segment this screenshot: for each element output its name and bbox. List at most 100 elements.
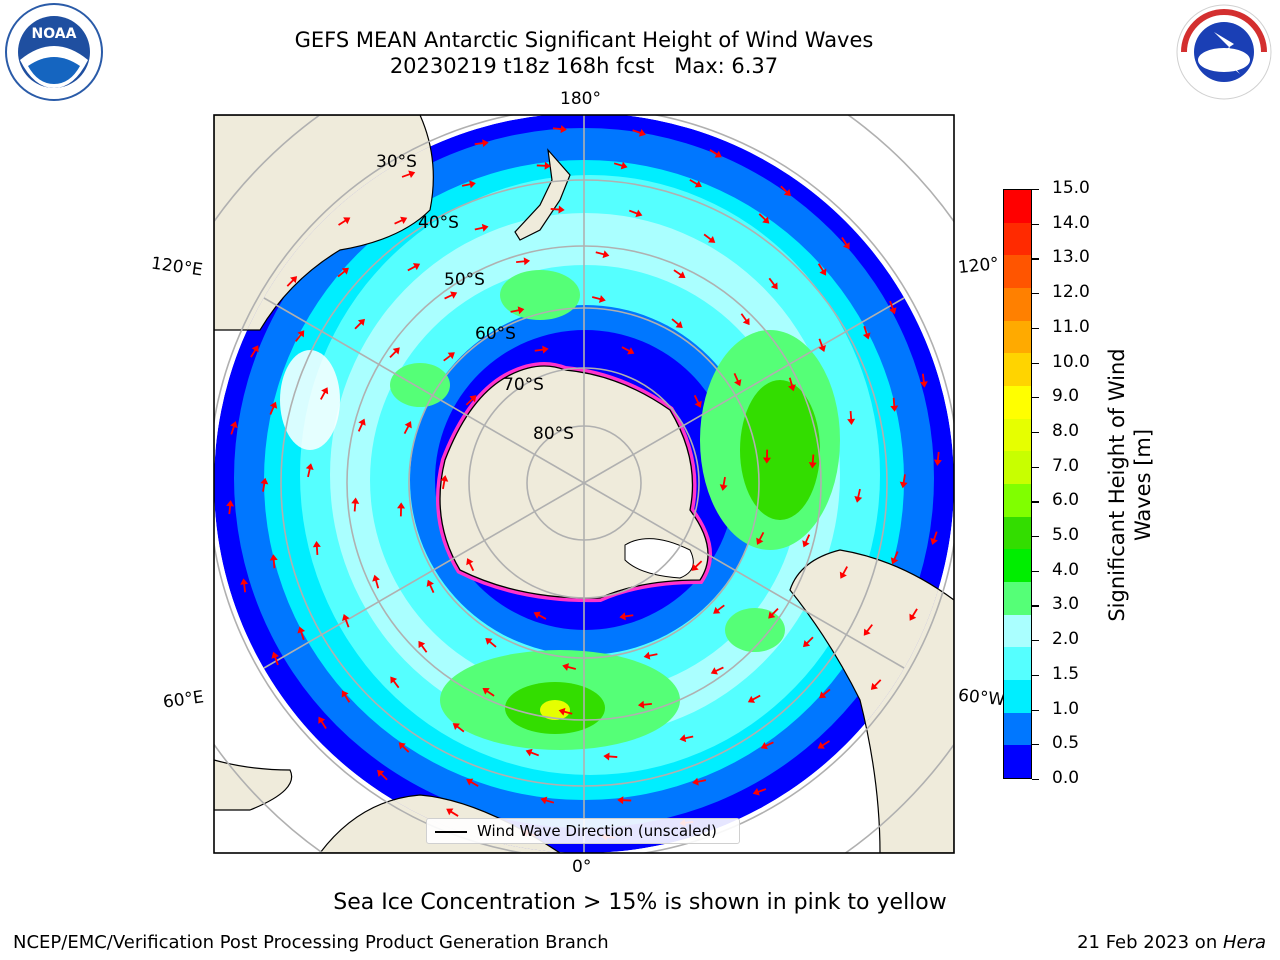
colorbar-segment bbox=[1004, 222, 1031, 256]
wave-arrow bbox=[919, 373, 928, 388]
footer-left: NCEP/EMC/Verification Post Processing Pr… bbox=[13, 932, 609, 953]
colorbar-tick-mark bbox=[1032, 431, 1039, 434]
colorbar-tick-label: 10.0 bbox=[1052, 351, 1090, 372]
colorbar-tick-mark bbox=[1032, 501, 1039, 503]
wave-arrow bbox=[338, 217, 351, 226]
wave-arrow bbox=[673, 269, 686, 279]
wave-arrow bbox=[357, 418, 366, 432]
wave-arrow bbox=[558, 707, 573, 716]
wave-arrow bbox=[305, 463, 314, 478]
colorbar-label-line1: Significant Height of Wind bbox=[1105, 348, 1129, 622]
wave-arrow bbox=[733, 373, 742, 387]
colorbar-tick-label: 4.0 bbox=[1052, 559, 1080, 580]
wave-arrow bbox=[550, 205, 565, 214]
wave-arrow bbox=[341, 690, 351, 703]
wave-arrow bbox=[760, 741, 774, 750]
colorbar-tick-mark bbox=[1032, 536, 1039, 538]
wave-arrow bbox=[679, 734, 694, 743]
wave-arrow bbox=[691, 560, 703, 571]
colorbar-tick-mark bbox=[1032, 189, 1039, 191]
colorbar-ticks: 15.0 14.0 13.0 12.0 11.0 10.0 9.0 8.0 7.0 6.0 5.0 4… bbox=[1032, 0, 1112, 960]
wave-arrow bbox=[703, 233, 716, 243]
colorbar-segment bbox=[1004, 484, 1031, 517]
wave-arrow bbox=[847, 410, 856, 425]
wave-arrow bbox=[562, 663, 577, 671]
colorbar-tick-label: 15.0 bbox=[1052, 178, 1090, 198]
wave-arrow bbox=[354, 318, 365, 330]
wave-arrow bbox=[933, 451, 942, 466]
wave-arrow bbox=[230, 421, 238, 435]
chart-subtitle: 20230219 t18z 168h fcst Max: 6.37 bbox=[389, 54, 779, 78]
colorbar-tick-label: 1.0 bbox=[1052, 698, 1080, 719]
wave-arrow bbox=[226, 500, 235, 515]
wave-arrow bbox=[719, 476, 728, 491]
chart-title: GEFS MEAN Antarctic Significant Height o… bbox=[294, 28, 874, 52]
colorbar-segment bbox=[1004, 190, 1031, 223]
wave-arrow bbox=[461, 180, 476, 189]
wave-arrow bbox=[398, 742, 410, 753]
colorbar-segment bbox=[1004, 680, 1031, 713]
colorbar-tick-label: 6.0 bbox=[1052, 490, 1080, 511]
wave-arrow bbox=[613, 161, 628, 170]
wave-arrow bbox=[407, 263, 421, 272]
colorbar-tick-label: 8.0 bbox=[1052, 420, 1080, 441]
colorbar-segment bbox=[1004, 451, 1031, 485]
colorbar-tick-mark bbox=[1032, 570, 1039, 572]
wave-arrow bbox=[552, 125, 567, 134]
colorbar-tick-mark bbox=[1032, 466, 1039, 468]
wave-arrow bbox=[403, 421, 412, 435]
colorbar-segment bbox=[1004, 288, 1031, 321]
wave-arrow bbox=[271, 651, 279, 666]
colorbar-tick-label: 9.0 bbox=[1052, 386, 1080, 407]
wave-arrow bbox=[595, 250, 610, 259]
wave-arrow bbox=[269, 554, 278, 569]
wave-arrow bbox=[465, 395, 477, 406]
colorbar-tick-label: 7.0 bbox=[1052, 455, 1080, 476]
colorbar-segment bbox=[1004, 712, 1031, 746]
wave-arrow bbox=[485, 637, 497, 648]
colorbar-segment bbox=[1004, 255, 1031, 289]
wave-arrow bbox=[446, 808, 459, 817]
wave-arrow bbox=[841, 237, 850, 250]
wave-arrow bbox=[870, 679, 882, 690]
colorbar-tick-mark bbox=[1032, 293, 1039, 295]
colorbar-tick-label: 1.5 bbox=[1052, 663, 1080, 684]
wave-arrow bbox=[591, 295, 606, 303]
colorbar-tick-mark bbox=[1032, 605, 1039, 607]
colorbar-segment bbox=[1004, 418, 1031, 452]
wave-arrow bbox=[482, 687, 495, 697]
wave-arrow bbox=[863, 624, 873, 636]
wave-arrow bbox=[817, 740, 830, 749]
wave-arrow bbox=[756, 531, 765, 545]
wave-arrow bbox=[709, 149, 722, 158]
madagascar-land bbox=[214, 759, 293, 811]
colorbar-segment bbox=[1004, 320, 1031, 354]
wave-arrow bbox=[632, 129, 646, 137]
colorbar bbox=[1003, 189, 1032, 779]
meridian-lines bbox=[263, 115, 905, 853]
lon-label-120w: 120° bbox=[957, 253, 1000, 279]
legend-line-swatch bbox=[435, 831, 467, 833]
wave-arrow bbox=[713, 604, 725, 614]
map-frame bbox=[213, 114, 955, 854]
wave-arrow bbox=[401, 170, 416, 178]
wave-arrow bbox=[533, 611, 547, 620]
wave-arrow bbox=[525, 748, 540, 757]
wave-arrow bbox=[250, 345, 259, 358]
colorbar-segment bbox=[1004, 582, 1031, 615]
wave-arrow bbox=[889, 300, 897, 315]
colorbar-tick-label: 5.0 bbox=[1052, 525, 1080, 546]
wave-arrow bbox=[819, 688, 831, 699]
colorbar-tick-label: 3.0 bbox=[1052, 594, 1080, 615]
wave-arrow bbox=[536, 161, 551, 170]
wave-arrow bbox=[909, 608, 918, 621]
colorbar-segment bbox=[1004, 614, 1031, 648]
wave-arrow bbox=[762, 449, 771, 464]
wave-arrow bbox=[862, 325, 871, 340]
map-legend: Wind Wave Direction (unscaled) bbox=[426, 818, 740, 844]
colorbar-segment bbox=[1004, 386, 1031, 419]
wave-arrow bbox=[930, 531, 938, 545]
wave-arrow bbox=[372, 574, 380, 589]
colorbar-segment bbox=[1004, 516, 1031, 550]
wave-arrow bbox=[747, 694, 761, 703]
